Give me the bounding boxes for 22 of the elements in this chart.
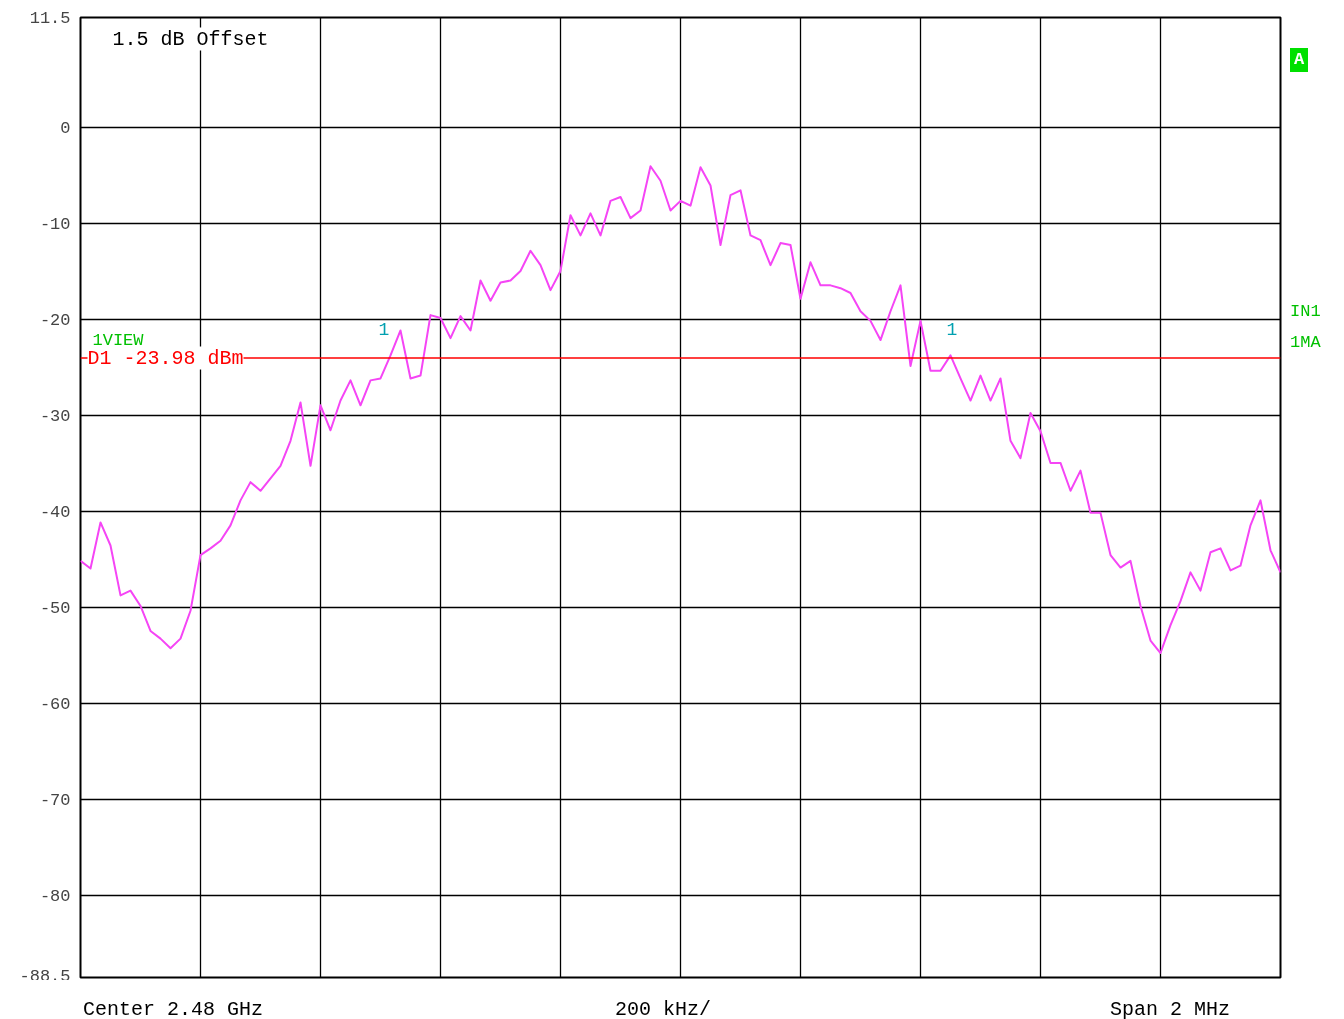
text: IN1 <box>1290 301 1321 323</box>
y-tick-label: -70 <box>39 791 71 811</box>
y-tick-label: -60 <box>39 695 71 715</box>
y-tick-label: -10 <box>39 215 71 235</box>
y-tick-label: 0 <box>60 119 71 139</box>
y-tick-label: -20 <box>39 311 71 331</box>
ref-line-label: D1 -23.98 dBm <box>87 346 244 370</box>
text: 200 kHz/ <box>615 997 712 1019</box>
text: Span 2 MHz <box>1110 997 1231 1019</box>
y-tick-label: -80 <box>39 887 71 907</box>
y-tick-label: -50 <box>39 599 71 619</box>
y-tick-label: -40 <box>39 503 71 523</box>
line-series <box>80 165 1281 655</box>
y-tick-label: 11.5 <box>29 9 71 28</box>
y-tick-label: -88.5 <box>19 966 71 986</box>
text: 1MA <box>1290 332 1321 354</box>
text: Center 2.48 GHz <box>83 997 264 1019</box>
annotation: 1.5 dB Offset <box>112 27 269 51</box>
annotation: 1 <box>378 319 390 340</box>
y-tick-label: -30 <box>39 407 71 427</box>
text: A <box>1290 48 1309 73</box>
annotation: 1 <box>946 319 958 340</box>
